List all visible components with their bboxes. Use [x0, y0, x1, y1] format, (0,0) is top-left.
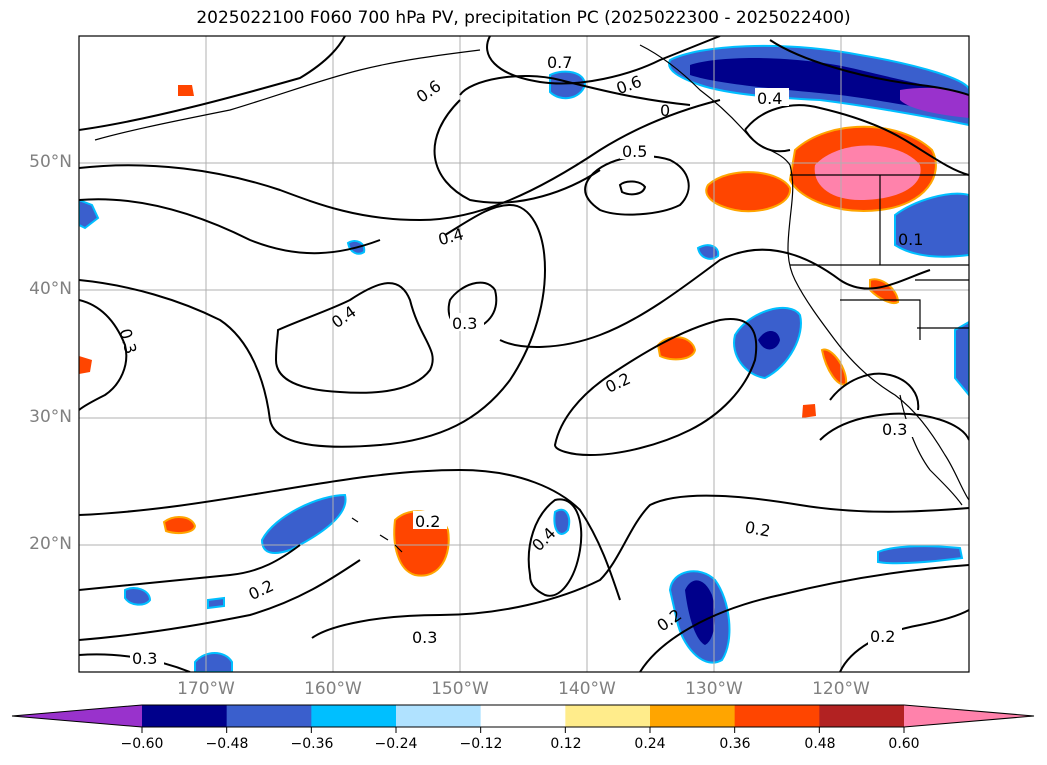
colorbar-segment — [819, 705, 905, 727]
positive-pc-region — [802, 404, 816, 418]
negative-pc-region — [79, 198, 100, 230]
precip-shading — [79, 44, 969, 672]
colorbar-extend-min — [12, 705, 142, 727]
colorbar-segment — [480, 705, 566, 727]
colorbar-tick-label: 0.48 — [804, 736, 836, 752]
negative-pc-region — [124, 587, 152, 606]
negative-pc-core — [685, 580, 716, 645]
coastlines — [94, 44, 969, 553]
map-title: 2025022100 F060 700 hPa PV, precipitatio… — [196, 8, 851, 28]
lon-label: 130°W — [685, 679, 743, 699]
contour-label: 0.3 — [116, 326, 141, 356]
negative-pc-region — [553, 508, 571, 535]
positive-pc-region — [178, 85, 194, 96]
colorbar-segment — [565, 705, 651, 727]
contour-label: 0.4 — [436, 224, 466, 249]
contour-label: 0.4 — [757, 89, 782, 108]
colorbar-outline — [11, 704, 1035, 728]
colorbar-segment — [650, 705, 736, 727]
negative-pc-core — [900, 87, 969, 118]
colorbar-tick-label: −0.36 — [290, 736, 334, 752]
map-plot: 0.7 0.6 0.6 0 0.4 0.5 0.4 0.4 0.3 0.3 0.… — [78, 35, 970, 673]
lon-label: 150°W — [431, 679, 489, 699]
colorbar-tick-label: −0.48 — [205, 736, 249, 752]
lon-label: 140°W — [558, 679, 616, 699]
positive-pc-region — [656, 336, 697, 361]
lat-label: 20°N — [29, 534, 72, 554]
negative-pc-core — [758, 331, 780, 350]
lat-label: 30°N — [29, 407, 72, 427]
colorbar-tick-label: −0.60 — [120, 736, 164, 752]
map-frame — [78, 35, 970, 673]
contour-label: 0.3 — [412, 628, 437, 647]
colorbar-tick-label: 0.36 — [719, 736, 751, 752]
negative-pc-core — [690, 58, 969, 115]
colorbar-tick-label: 0.24 — [634, 736, 666, 752]
lat-label: 50°N — [29, 152, 72, 172]
colorbar-segment — [396, 705, 482, 727]
colorbar-extend-max — [904, 705, 1034, 727]
negative-pc-region — [549, 70, 587, 100]
negative-pc-region — [194, 652, 233, 672]
positive-pc-region — [79, 356, 92, 374]
negative-pc-region — [894, 192, 969, 258]
contour-label: 0.7 — [547, 53, 572, 72]
colorbar-segment — [734, 705, 820, 727]
negative-pc-region — [207, 596, 225, 610]
contour-label: 0.5 — [622, 142, 647, 161]
colorbar-tick-label: 0.12 — [550, 736, 582, 752]
contour-label: 0.3 — [452, 314, 477, 333]
lon-label: 160°W — [304, 679, 362, 699]
colorbar-segment — [142, 705, 228, 727]
colorbar-tick-label: 0.60 — [888, 736, 920, 752]
grid — [79, 36, 969, 672]
negative-pc-region — [260, 493, 347, 554]
positive-pc-region — [162, 516, 197, 535]
colorbar-segment — [226, 705, 312, 727]
contour-label: 0.2 — [246, 576, 277, 604]
contour-label: 0.2 — [870, 627, 895, 646]
contour-label: 0.3 — [132, 649, 157, 668]
positive-pc-region — [705, 171, 792, 213]
negative-pc-region — [696, 244, 720, 260]
contour-label: 0.2 — [743, 518, 771, 541]
colorbar-tick-label: −0.24 — [374, 736, 418, 752]
colorbar-tick-label: −0.12 — [459, 736, 503, 752]
lon-label: 120°W — [812, 679, 870, 699]
contour-label: 0.2 — [602, 369, 633, 397]
positive-pc-region — [820, 348, 848, 386]
contour-label: 0.1 — [898, 230, 923, 249]
lat-label: 40°N — [29, 279, 72, 299]
positive-pc-region — [869, 278, 900, 304]
negative-pc-region — [877, 545, 964, 565]
contour-label: 0.3 — [882, 420, 907, 439]
colorbar-segment — [311, 705, 397, 727]
lon-label: 170°W — [177, 679, 235, 699]
contour-label: 0.6 — [413, 76, 445, 106]
negative-pc-region — [954, 320, 969, 397]
contour-label: 0 — [660, 101, 670, 120]
contour-label: 0.2 — [415, 512, 440, 531]
colorbar-segments — [12, 705, 1034, 727]
